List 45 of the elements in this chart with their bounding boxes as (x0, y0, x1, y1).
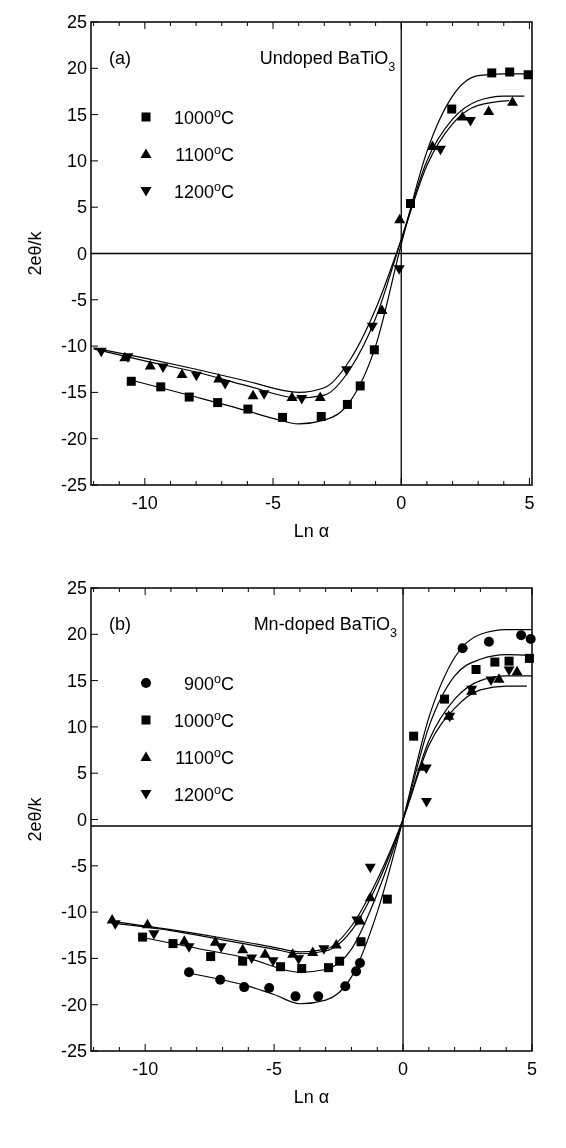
y-axis-title: 2eθ/k (25, 796, 45, 842)
annotation: Mn-doped BaTiO$_{3}$ (253, 614, 398, 640)
y-tick-label: -10 (60, 336, 87, 357)
x-tick-label: -5 (265, 493, 282, 513)
x-axis-title: Ln α (293, 521, 330, 541)
y-tick-label: 25 (66, 578, 87, 598)
y-tick-label: -10 (60, 902, 87, 923)
legend-label: 1000$^{o}$C (173, 709, 234, 731)
x-tick-label: -10 (132, 1059, 159, 1079)
legend-label: 1000$^{o}$C (173, 106, 234, 128)
y-tick-label: 15 (66, 104, 87, 125)
annotation: (a) (109, 48, 131, 68)
y-tick-label: 10 (66, 716, 87, 737)
x-tick-label: -5 (266, 1059, 283, 1079)
legend-label: 900$^{o}$C (183, 672, 234, 694)
x-tick-label: 0 (398, 1059, 409, 1079)
y-tick-label: 25 (66, 12, 87, 32)
y-tick-label: 15 (66, 670, 87, 691)
legend-label: 1100$^{o}$C (175, 746, 234, 768)
legend-label: 1200$^{o}$C (173, 180, 234, 202)
y-tick-label: 5 (76, 763, 87, 784)
y-tick-label: -5 (70, 855, 87, 876)
legend-label: 1200$^{o}$C (173, 783, 234, 805)
y-axis-title: 2eθ/k (25, 230, 45, 276)
x-tick-label: 5 (526, 1059, 538, 1079)
y-tick-label: 20 (66, 58, 87, 79)
x-axis-title: Ln α (293, 1087, 330, 1107)
y-tick-label: -25 (60, 475, 87, 495)
y-tick-label: 5 (76, 197, 87, 218)
annotation: (b) (109, 614, 131, 634)
legend-label: 1100$^{o}$C (175, 143, 234, 165)
x-tick-label: -10 (131, 493, 158, 513)
x-tick-label: 0 (396, 493, 407, 513)
y-tick-label: 0 (76, 809, 87, 830)
y-tick-label: -20 (60, 994, 87, 1015)
y-tick-label: 20 (66, 624, 87, 645)
y-tick-label: 10 (66, 150, 87, 171)
y-tick-label: -5 (70, 289, 87, 310)
y-tick-label: -20 (60, 428, 87, 449)
y-tick-label: -15 (60, 948, 87, 969)
x-tick-label: 5 (524, 493, 535, 513)
y-tick-label: -25 (60, 1041, 87, 1061)
y-tick-label: 0 (76, 243, 87, 264)
y-tick-label: -15 (60, 382, 87, 403)
annotation: Undoped BaTiO$_{3}$ (259, 48, 396, 74)
